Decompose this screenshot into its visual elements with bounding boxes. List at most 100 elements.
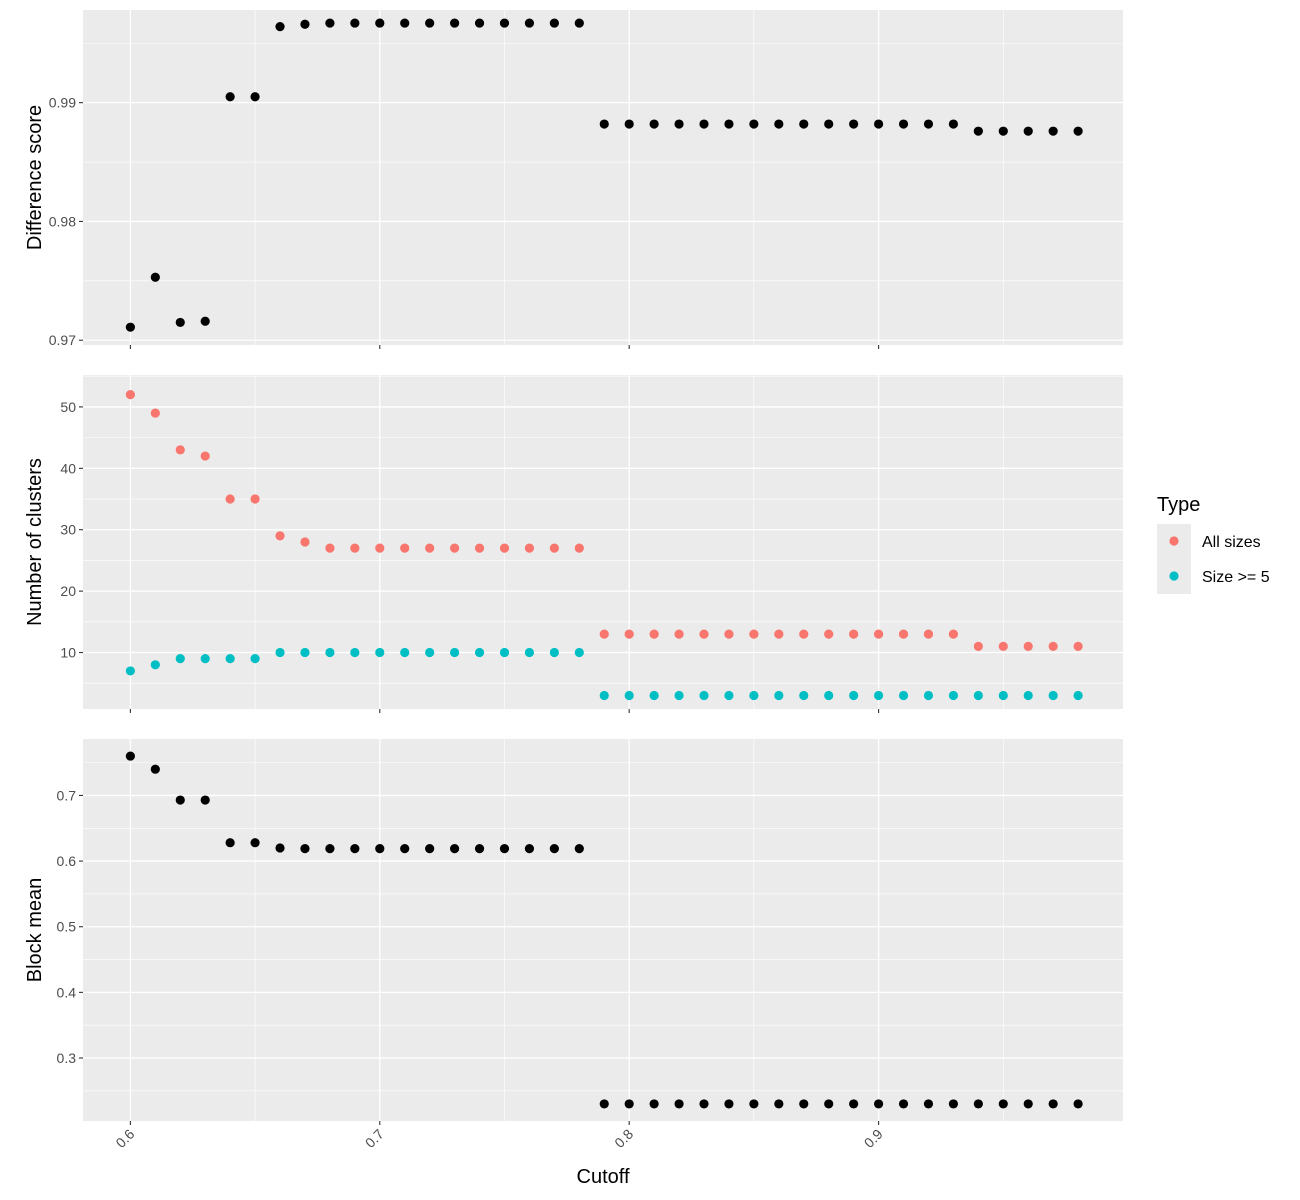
data-point (450, 543, 460, 553)
data-point (599, 119, 609, 129)
data-point (425, 18, 435, 28)
data-point (749, 629, 759, 639)
data-point (774, 690, 784, 701)
panel-background (83, 375, 1123, 709)
data-point (350, 543, 360, 553)
data-point (225, 494, 235, 504)
data-point (749, 119, 759, 129)
data-point (549, 543, 559, 553)
legend-key (1169, 536, 1179, 546)
data-point (948, 119, 959, 129)
data-point (898, 690, 909, 701)
data-point (225, 92, 235, 102)
data-point (948, 1099, 959, 1109)
y-tick-label: 10 (60, 645, 76, 661)
data-point (425, 647, 435, 658)
data-point (150, 408, 160, 418)
y-tick-label: 0.97 (49, 332, 76, 348)
data-point (973, 1099, 983, 1109)
data-point (574, 543, 584, 553)
y-tick-label: 40 (60, 460, 76, 476)
data-point (1048, 126, 1058, 136)
data-point (350, 18, 360, 28)
data-point (724, 119, 734, 129)
data-point (674, 119, 684, 129)
data-point (699, 1099, 709, 1109)
data-point (849, 1099, 859, 1109)
data-point (250, 838, 260, 848)
y-axis-title: Number of clusters (24, 458, 46, 626)
data-point (998, 1099, 1008, 1109)
data-point (325, 18, 335, 28)
data-point (150, 764, 160, 774)
y-tick-label: 0.98 (49, 213, 76, 229)
data-point (824, 690, 834, 701)
y-tick-label: 50 (60, 399, 76, 415)
data-point (250, 92, 260, 102)
data-point (499, 18, 510, 28)
data-point (1073, 641, 1083, 651)
data-point (350, 844, 360, 854)
data-point (699, 119, 709, 129)
data-point (450, 18, 460, 28)
data-point (699, 629, 709, 639)
y-tick-label: 0.4 (57, 984, 77, 1000)
data-point (225, 838, 235, 848)
data-point (923, 690, 934, 701)
data-point (549, 844, 559, 854)
x-axis: 0.6 0.7 0.8 0.9 (112, 1126, 885, 1151)
data-point (125, 666, 135, 676)
data-point (674, 629, 684, 639)
data-point (175, 795, 185, 805)
data-point (873, 119, 884, 129)
data-point (499, 543, 510, 553)
data-point (1023, 690, 1033, 701)
legend-label: All sizes (1202, 534, 1261, 551)
panel-3: 0.3 0.4 0.5 0.6 0.7 Block mean (24, 739, 1123, 1125)
data-point (799, 119, 809, 129)
data-point (948, 690, 959, 701)
y-tick-label: 20 (60, 583, 76, 599)
data-point (400, 543, 410, 553)
data-point (375, 647, 385, 658)
data-point (973, 641, 983, 651)
data-point (624, 629, 634, 639)
data-point (200, 795, 210, 805)
data-point (175, 654, 185, 664)
series-all-sizes (125, 390, 1083, 651)
y-axis-title: Block mean (24, 878, 46, 983)
data-point (200, 451, 210, 461)
legend-title: Type (1157, 494, 1200, 516)
data-point (923, 119, 934, 129)
data-point (973, 690, 983, 701)
data-point (125, 322, 135, 332)
data-point (1048, 641, 1058, 651)
data-point (524, 543, 535, 553)
data-point (724, 1099, 734, 1109)
x-tick-label: 0.8 (611, 1126, 636, 1151)
legend: Type All sizes Size >= 5 (1157, 494, 1270, 594)
data-point (1073, 1099, 1083, 1109)
data-point (400, 647, 410, 658)
data-point (175, 445, 185, 455)
y-tick-label: 0.6 (57, 853, 77, 869)
y-tick-label: 0.99 (49, 95, 76, 111)
y-tick-label: 0.7 (57, 787, 77, 803)
data-point (225, 654, 235, 664)
data-point (774, 119, 784, 129)
data-point (1023, 1099, 1033, 1109)
data-point (325, 844, 335, 854)
data-point (200, 654, 210, 664)
data-point (275, 843, 285, 853)
data-point (400, 844, 410, 854)
y-tick-label: 0.3 (57, 1050, 77, 1066)
data-point (898, 1099, 909, 1109)
data-point (474, 647, 485, 658)
data-point (175, 317, 185, 328)
data-point (275, 647, 285, 658)
data-point (824, 1099, 834, 1109)
data-point (898, 629, 909, 639)
